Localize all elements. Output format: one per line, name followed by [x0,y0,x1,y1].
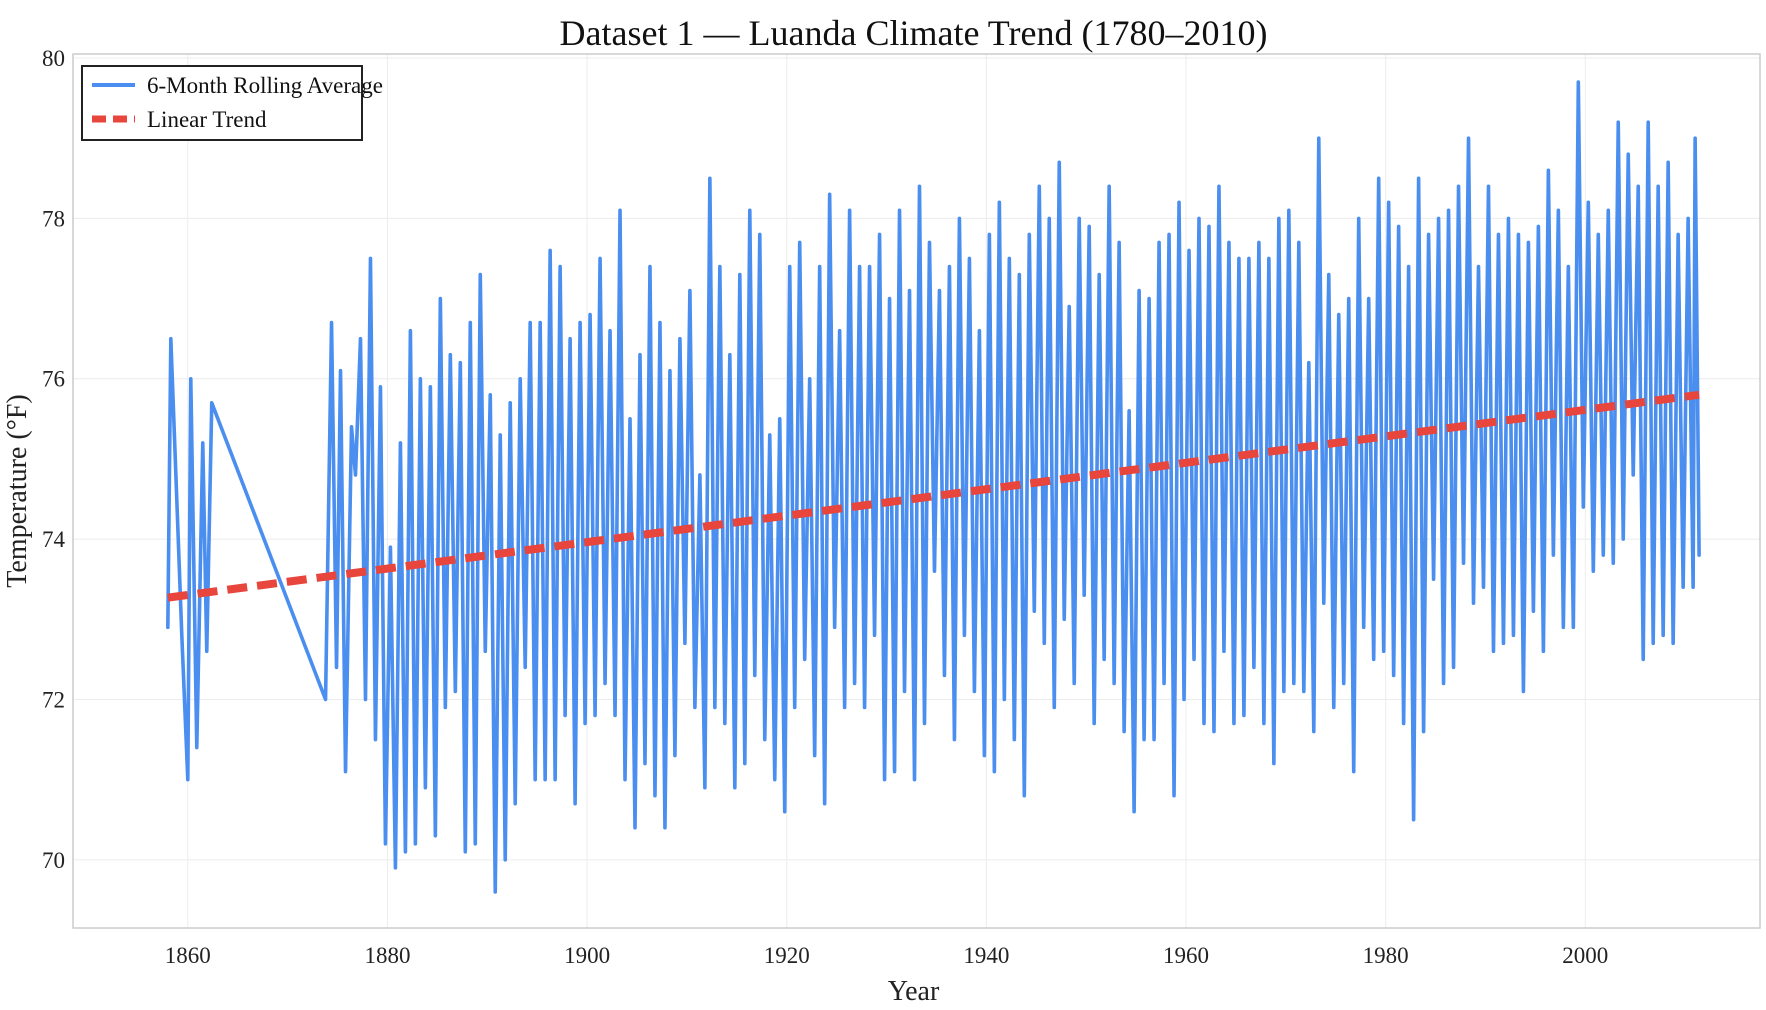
x-tick-label: 1880 [364,943,410,968]
x-tick-label: 2000 [1562,943,1608,968]
rolling-average-line [166,80,1701,894]
linear-trend-line [167,390,1700,602]
y-axis-label: Temperature (°F) [2,394,33,587]
y-tick-label: 74 [42,527,66,552]
x-tick-label: 1940 [963,943,1009,968]
y-tick-label: 80 [42,46,65,71]
x-tick-label: 1920 [764,943,810,968]
x-tick-label: 1860 [165,943,211,968]
legend: 6-Month Rolling Average Linear Trend [81,65,383,141]
y-tick-label: 76 [42,367,65,392]
y-tick-label: 78 [42,206,65,231]
plot-series [166,80,1701,894]
x-axis-label: Year [888,976,940,1007]
x-tick-label: 1980 [1363,943,1409,968]
axis-ticks: 1860 1880 1900 1920 1940 1960 1980 2000 70 72 74 76… [42,46,1608,968]
x-tick-label: 1900 [564,943,610,968]
chart-title: Dataset 1 — Luanda Climate Trend (1780–2… [560,13,1268,53]
y-tick-label: 72 [42,687,65,712]
x-tick-label: 1960 [1163,943,1209,968]
plot-frame [72,53,1761,929]
legend-label-linear-trend: Linear Trend [147,107,267,132]
legend-box [81,65,363,141]
y-tick-label: 70 [42,848,65,873]
legend-label-rolling-average: 6-Month Rolling Average [147,73,383,98]
